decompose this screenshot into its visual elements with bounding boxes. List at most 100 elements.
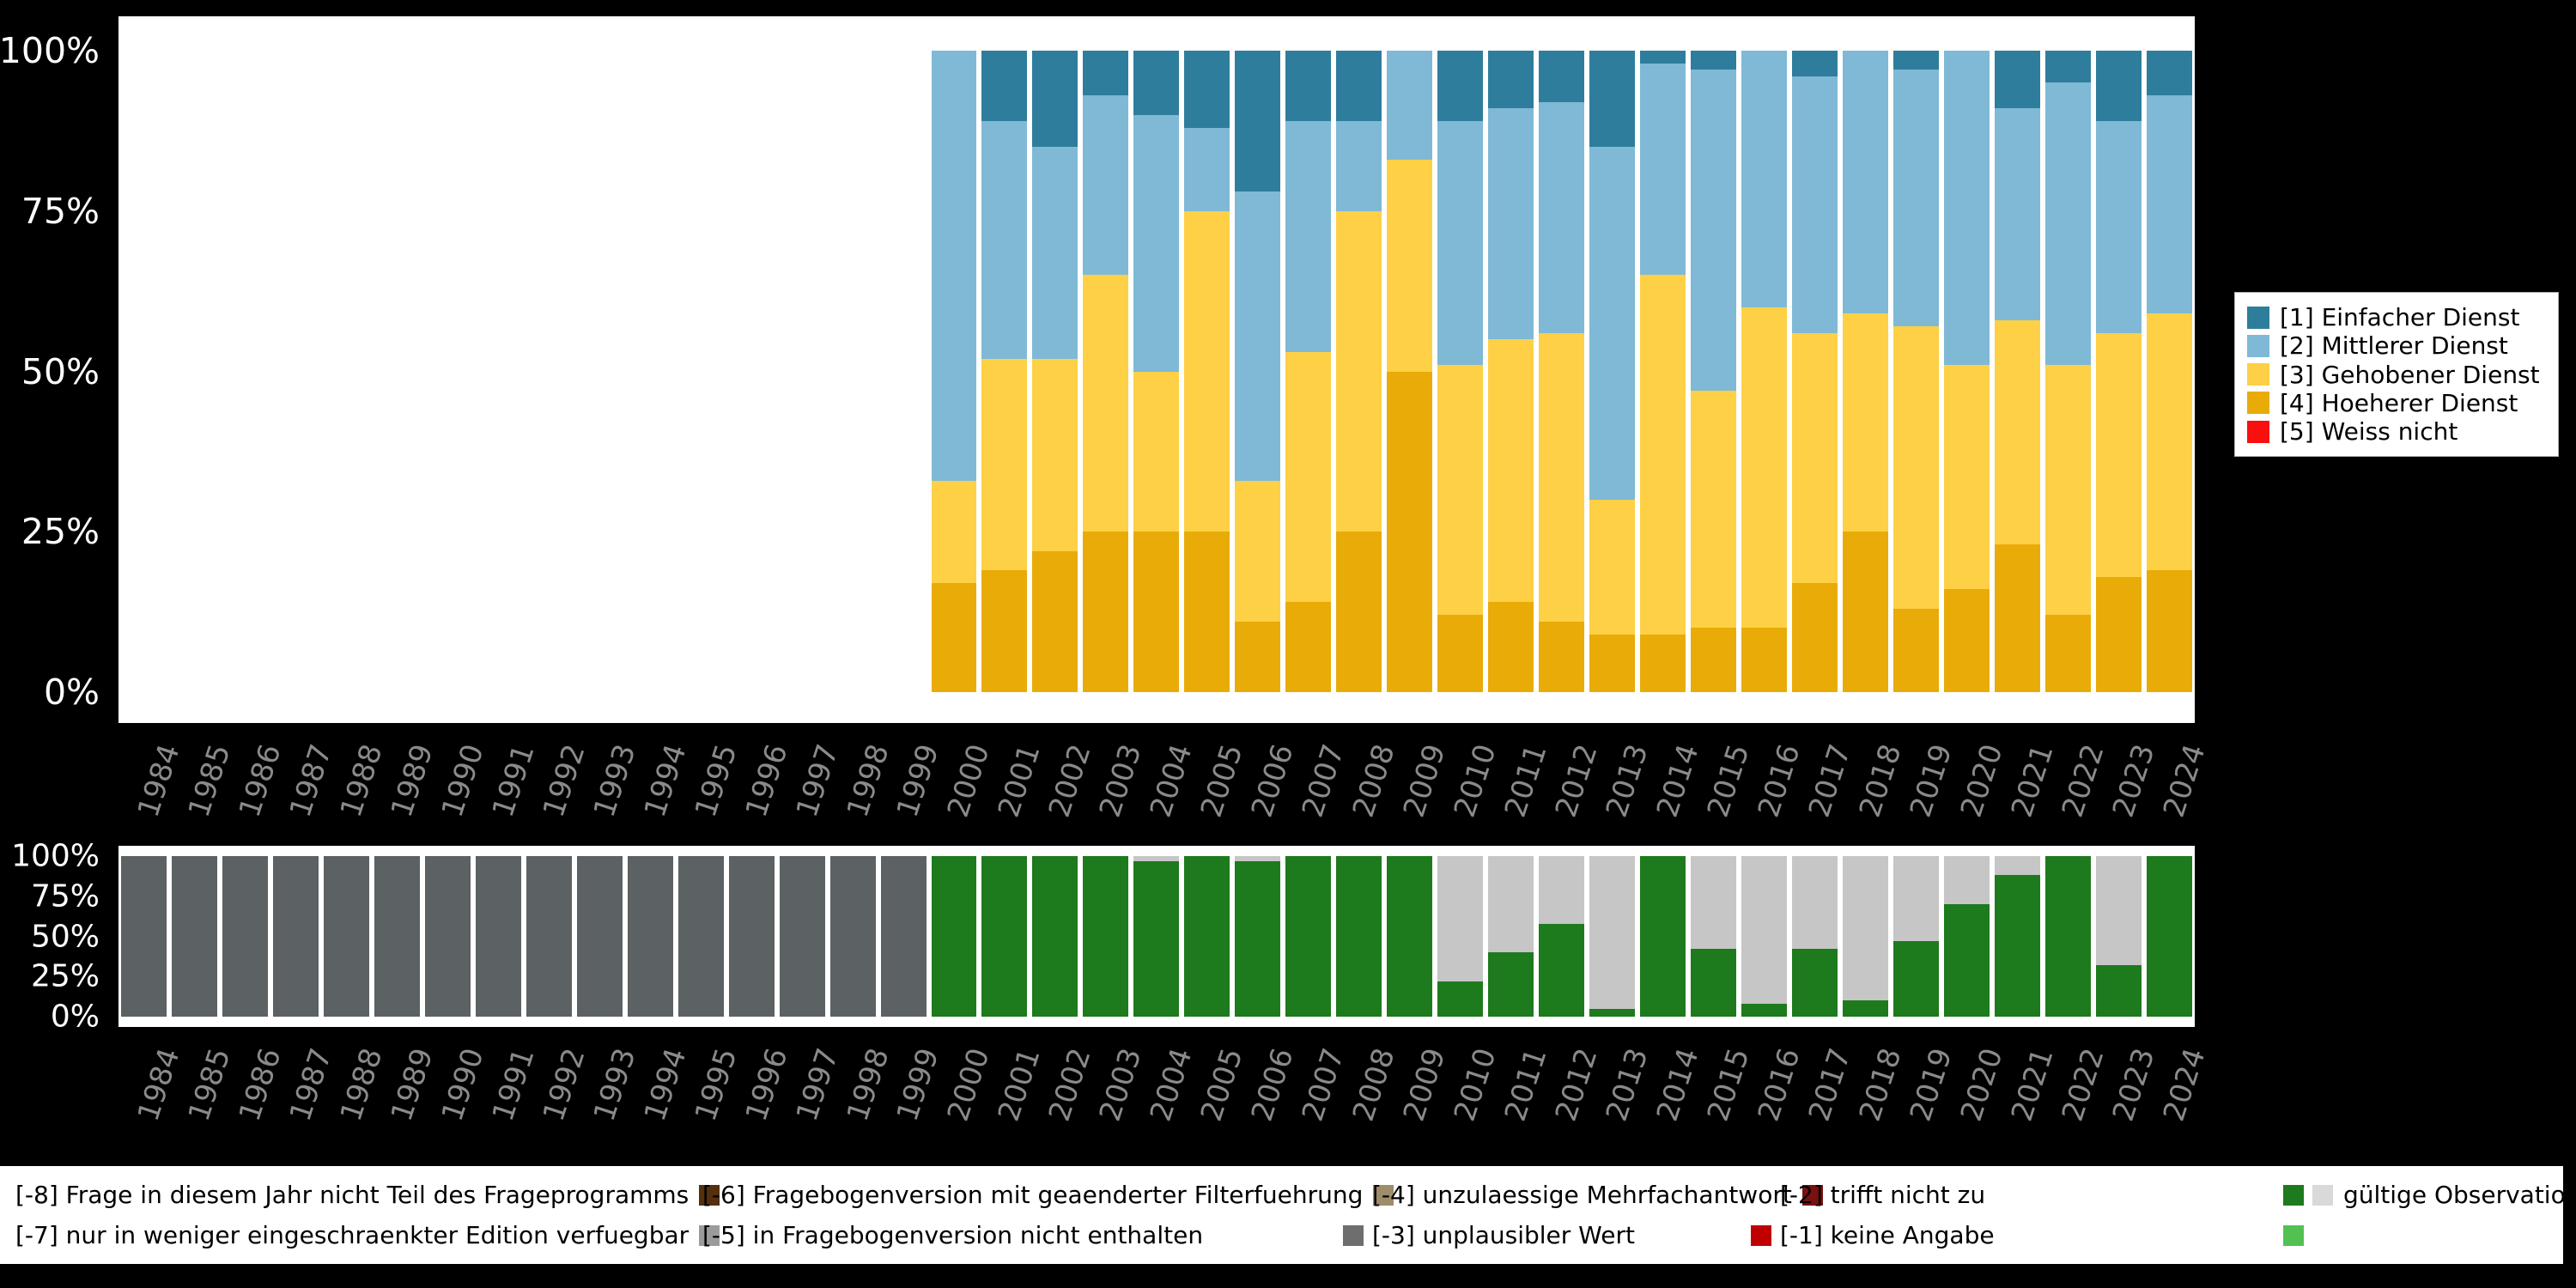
stacked-bar-2000[interactable]	[931, 856, 977, 1017]
bar-slot-2001	[979, 51, 1030, 692]
x-tick: 1993	[574, 1037, 642, 1157]
bar-slot-1998	[828, 51, 878, 692]
stacked-bar-2011[interactable]	[1488, 856, 1534, 1017]
bar-slot-1986	[220, 856, 270, 1017]
stacked-bar-2012[interactable]	[1539, 856, 1585, 1017]
stacked-bar-2024[interactable]	[2146, 856, 2192, 1017]
stacked-bar-2013[interactable]	[1589, 51, 1636, 692]
stacked-bar-2005[interactable]	[1184, 856, 1230, 1017]
stacked-bar-1994[interactable]	[627, 856, 673, 1017]
x-tick: 2003	[1080, 733, 1149, 862]
bar-slot-2018	[1840, 856, 1891, 1017]
bar-slot-1998	[828, 856, 878, 1017]
stacked-bar-2020[interactable]	[1943, 856, 1990, 1017]
stacked-bar-1989[interactable]	[374, 856, 420, 1017]
stacked-bar-1984[interactable]	[121, 856, 167, 1017]
stacked-bar-2003[interactable]	[1083, 856, 1129, 1017]
stacked-bar-2021[interactable]	[1994, 856, 2040, 1017]
stacked-bar-2023[interactable]	[2095, 856, 2142, 1017]
stacked-bar-2013[interactable]	[1589, 856, 1636, 1017]
bar-segment	[2146, 856, 2192, 1017]
bar-slot-1997	[777, 51, 828, 692]
x-tick: 1996	[726, 1037, 794, 1157]
stacked-bar-2007[interactable]	[1285, 51, 1332, 692]
stacked-bar-1987[interactable]	[272, 856, 319, 1017]
bar-segment	[1994, 856, 2040, 876]
stacked-bar-2002[interactable]	[1032, 51, 1078, 692]
bar-segment	[2095, 51, 2142, 122]
stacked-bar-2020[interactable]	[1943, 51, 1990, 692]
x-tick: 2013	[1587, 1037, 1656, 1157]
bar-segment	[1184, 51, 1230, 128]
stacked-bar-2019[interactable]	[1893, 856, 1939, 1017]
stacked-bar-2011[interactable]	[1488, 51, 1534, 692]
legend-swatch	[2312, 1184, 2333, 1206]
stacked-bar-2001[interactable]	[981, 856, 1028, 1017]
stacked-bar-2004[interactable]	[1133, 51, 1180, 692]
stacked-bar-1991[interactable]	[475, 856, 521, 1017]
stacked-bar-2022[interactable]	[2044, 856, 2091, 1017]
stacked-bar-1998[interactable]	[829, 856, 876, 1017]
stacked-bar-2008[interactable]	[1336, 51, 1382, 692]
stacked-bar-2016[interactable]	[1741, 856, 1787, 1017]
stacked-bar-2022[interactable]	[2044, 51, 2091, 692]
stacked-bar-2017[interactable]	[1791, 856, 1838, 1017]
bar-segment	[424, 856, 471, 1017]
stacked-bar-2015[interactable]	[1691, 51, 1736, 692]
stacked-bar-2005[interactable]	[1184, 51, 1230, 692]
x-tick: 1985	[169, 1037, 238, 1157]
legend-swatch	[2247, 306, 2269, 329]
stacked-bar-1992[interactable]	[526, 856, 572, 1017]
stacked-bar-1999[interactable]	[880, 856, 927, 1017]
top-chart-panel	[118, 16, 2195, 723]
stacked-bar-1996[interactable]	[728, 856, 775, 1017]
bar-segment	[1741, 307, 1787, 629]
bar-segment	[1133, 860, 1180, 1017]
bar-segment	[1437, 51, 1484, 122]
bar-segment	[1741, 856, 1787, 1005]
stacked-bar-2002[interactable]	[1032, 856, 1078, 1017]
legend-swatch	[2247, 363, 2269, 386]
stacked-bar-2012[interactable]	[1539, 51, 1585, 692]
stacked-bar-2007[interactable]	[1285, 856, 1332, 1017]
x-tick: 2001	[979, 1037, 1048, 1157]
stacked-bar-2006[interactable]	[1235, 856, 1281, 1017]
stacked-bar-2009[interactable]	[1387, 51, 1433, 692]
stacked-bar-2018[interactable]	[1842, 51, 1888, 692]
stacked-bar-2019[interactable]	[1893, 51, 1939, 692]
stacked-bar-2010[interactable]	[1437, 856, 1484, 1017]
stacked-bar-2021[interactable]	[1994, 51, 2040, 692]
category-legend-item: [4] Hoeherer Dienst	[2247, 389, 2546, 417]
stacked-bar-2001[interactable]	[981, 51, 1028, 692]
stacked-bar-1988[interactable]	[323, 856, 369, 1017]
bar-segment	[981, 358, 1028, 571]
stacked-bar-2018[interactable]	[1842, 856, 1888, 1017]
stacked-bar-2024[interactable]	[2146, 51, 2192, 692]
stacked-bar-2006[interactable]	[1235, 51, 1281, 692]
stacked-bar-2004[interactable]	[1133, 856, 1180, 1017]
bar-segment	[1488, 108, 1534, 340]
stacked-bar-2000[interactable]	[931, 51, 977, 692]
stacked-bar-2016[interactable]	[1741, 51, 1787, 692]
x-tick: 2018	[1840, 1037, 1909, 1157]
bar-slot-1992	[524, 51, 574, 692]
stacked-bar-1986[interactable]	[222, 856, 268, 1017]
stacked-bar-1990[interactable]	[424, 856, 471, 1017]
stacked-bar-1997[interactable]	[779, 856, 825, 1017]
stacked-bar-1985[interactable]	[171, 856, 217, 1017]
stacked-bar-1995[interactable]	[677, 856, 724, 1017]
stacked-bar-2015[interactable]	[1691, 856, 1736, 1017]
x-tick: 1991	[473, 1037, 542, 1157]
stacked-bar-2023[interactable]	[2095, 51, 2142, 692]
stacked-bar-2009[interactable]	[1387, 856, 1433, 1017]
stacked-bar-2014[interactable]	[1640, 856, 1686, 1017]
stacked-bar-2014[interactable]	[1640, 51, 1686, 692]
stacked-bar-2017[interactable]	[1791, 51, 1838, 692]
x-tick: 1996	[726, 733, 794, 862]
x-tick: 2010	[1435, 733, 1504, 862]
stacked-bar-2003[interactable]	[1083, 51, 1129, 692]
stacked-bar-2010[interactable]	[1437, 51, 1484, 692]
stacked-bar-2008[interactable]	[1336, 856, 1382, 1017]
stacked-bar-1993[interactable]	[576, 856, 623, 1017]
